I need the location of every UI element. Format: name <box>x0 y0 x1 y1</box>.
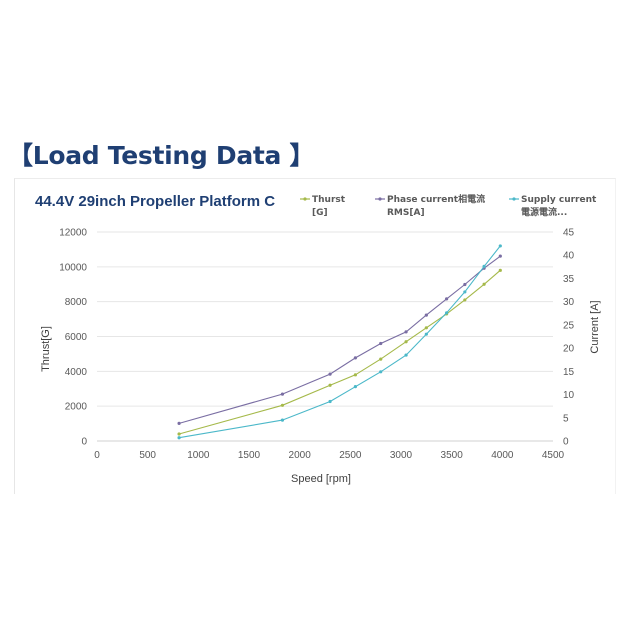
legend: Thurst [G] Phase current相電流 RMS[A] Supply cu… <box>300 193 597 218</box>
series-3 <box>177 244 502 440</box>
chart-area: 44.4V 29inch Propeller Platform C 0 2000 4… <box>14 178 616 494</box>
y2-tick-label: 5 <box>563 413 569 424</box>
y-tick-label: 2000 <box>65 402 88 413</box>
data-point <box>482 282 486 286</box>
series-layer <box>177 244 502 440</box>
data-point <box>328 372 332 376</box>
chart-title: 44.4V 29inch Propeller Platform C <box>35 193 275 210</box>
data-point <box>463 290 467 294</box>
y-tick-label: 12000 <box>59 228 87 239</box>
y2-tick-label: 0 <box>563 437 569 448</box>
legend-label: [G] <box>312 208 328 218</box>
gridlines <box>97 231 553 442</box>
y2-tick-label: 20 <box>563 344 575 355</box>
data-point <box>482 264 486 268</box>
data-point <box>445 311 449 315</box>
x-tick-label: 500 <box>139 450 156 461</box>
data-point <box>404 353 408 357</box>
x-tick-label: 2000 <box>289 450 312 461</box>
data-point <box>177 421 181 425</box>
data-point <box>445 297 449 301</box>
data-point <box>404 340 408 344</box>
data-point <box>404 330 408 334</box>
y-tick-label: 4000 <box>65 367 88 378</box>
series-1 <box>177 268 502 436</box>
data-point <box>379 341 383 346</box>
data-point <box>328 399 332 404</box>
x-tick-label: 0 <box>94 450 100 461</box>
x-axis-ticks: 0 500 1000 1500 2000 2500 3000 3500 4000 4500 <box>94 450 564 461</box>
data-point <box>424 313 428 317</box>
data-point <box>424 332 428 336</box>
right-axis-ticks: 0 5 10 15 20 25 30 35 40 45 <box>563 228 575 448</box>
x-tick-label: 3000 <box>390 450 413 461</box>
data-point <box>498 244 502 248</box>
y2-tick-label: 30 <box>563 297 575 308</box>
series-2 <box>177 254 502 425</box>
legend-label: Phase current相電流 <box>387 193 485 205</box>
x-tick-label: 4500 <box>542 450 565 461</box>
data-point <box>463 298 467 302</box>
y-tick-label: 6000 <box>65 332 88 343</box>
series-line <box>179 245 501 439</box>
data-point <box>353 385 357 389</box>
y2-tick-label: 45 <box>563 228 575 239</box>
data-point <box>353 373 357 377</box>
y-tick-label: 0 <box>81 437 87 448</box>
data-point <box>280 392 285 396</box>
legend-label: Thurst <box>312 195 346 205</box>
data-point <box>379 357 383 361</box>
data-point <box>463 282 467 287</box>
y-tick-label: 8000 <box>65 297 88 308</box>
y2-tick-label: 35 <box>563 274 575 285</box>
data-point <box>328 383 332 387</box>
y-tick-label: 10000 <box>59 262 87 273</box>
y2-tick-label: 40 <box>563 251 575 262</box>
page-heading: 【Load Testing Data 】 <box>8 141 315 170</box>
data-point <box>353 356 357 360</box>
legend-marker <box>378 197 382 201</box>
data-point <box>280 403 285 407</box>
data-point <box>498 268 502 272</box>
x-tick-label: 1000 <box>187 450 210 461</box>
data-point <box>177 432 181 436</box>
x-tick-label: 2500 <box>339 450 362 461</box>
x-tick-label: 4000 <box>491 450 514 461</box>
legend-entry: Supply current電源電流... <box>509 195 597 218</box>
left-axis-ticks: 0 2000 4000 6000 8000 10000 12000 <box>59 228 87 448</box>
data-point <box>379 370 383 374</box>
x-tick-label: 1500 <box>238 450 261 461</box>
legend-entry: Phase current相電流 RMS[A] <box>375 193 485 218</box>
y2-tick-label: 15 <box>563 367 575 378</box>
legend-label: 電源電流... <box>521 206 567 218</box>
y2-tick-label: 10 <box>563 390 575 401</box>
legend-marker <box>303 197 307 201</box>
y-axis-label: Thrust[G] <box>40 326 52 372</box>
legend-entry: Thurst [G] <box>300 195 346 218</box>
series-line <box>178 255 501 424</box>
y2-tick-label: 25 <box>563 320 575 331</box>
legend-label: RMS[A] <box>387 208 425 218</box>
x-tick-label: 3500 <box>441 450 464 461</box>
data-point <box>177 436 181 440</box>
x-axis-label: Speed [rpm] <box>291 473 351 485</box>
data-point <box>280 418 285 422</box>
data-point <box>498 254 502 258</box>
line-chart: 44.4V 29inch Propeller Platform C 020004… <box>35 193 601 485</box>
legend-marker <box>512 197 516 201</box>
y2-axis-label: Current [A] <box>589 300 601 353</box>
data-point <box>424 326 428 330</box>
legend-label: Supply current <box>521 195 597 205</box>
